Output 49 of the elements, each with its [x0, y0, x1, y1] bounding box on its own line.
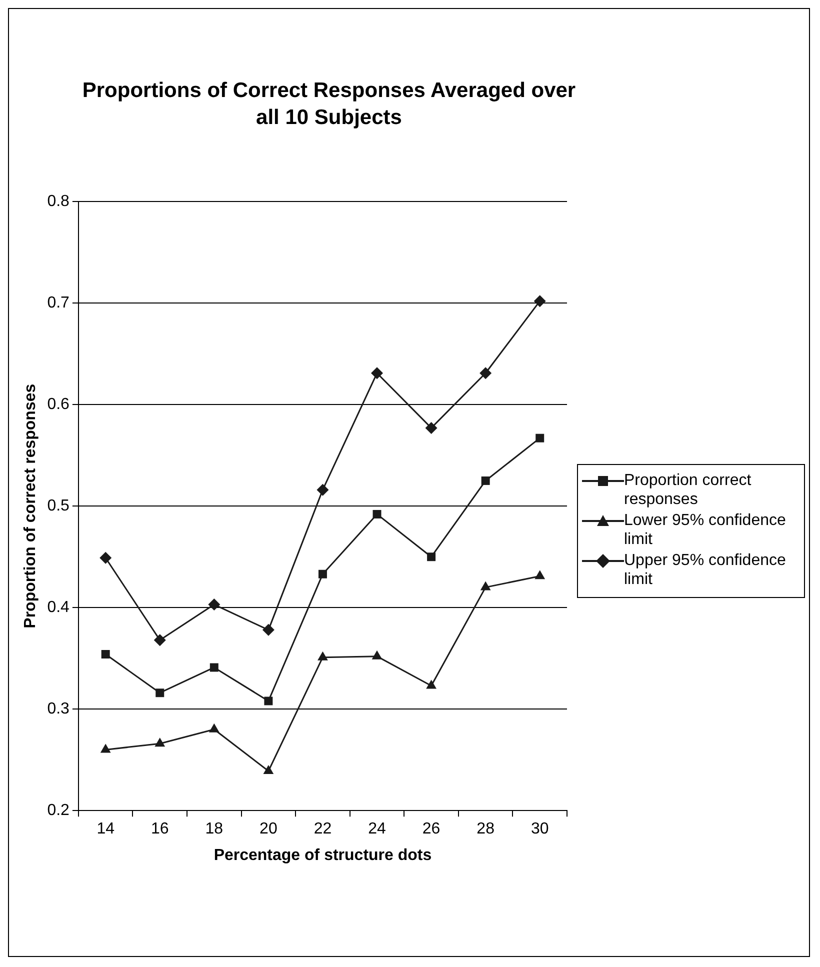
- point: [372, 510, 382, 518]
- x-tick-label: 26: [422, 820, 440, 838]
- point: [100, 552, 112, 564]
- point: [426, 680, 436, 689]
- point: [536, 434, 544, 442]
- x-axis-title: Percentage of structure dots: [214, 846, 432, 864]
- x-tick-label: 30: [530, 820, 549, 838]
- point: [372, 650, 382, 660]
- y-tick-label: 0.5: [47, 498, 70, 515]
- point: [316, 484, 329, 496]
- chart-title: Proportions of Correct Responses Averaged over all 10 Subjects: [81, 78, 577, 131]
- point: [264, 696, 273, 706]
- point: [100, 744, 111, 753]
- x-tick-label: 18: [205, 820, 224, 838]
- point: [480, 367, 492, 380]
- x-tick-label: 28: [476, 820, 495, 838]
- point: [534, 295, 546, 308]
- legend-label: Upper 95% confidence limit: [624, 551, 787, 589]
- x-tick-label: 24: [368, 820, 386, 838]
- point: [425, 422, 438, 434]
- point: [210, 663, 218, 672]
- point: [262, 624, 274, 636]
- point: [318, 570, 327, 578]
- point: [427, 552, 436, 562]
- y-tick-label: 0.7: [47, 294, 70, 312]
- point: [371, 367, 384, 380]
- point: [481, 476, 490, 485]
- x-tick-label: 20: [260, 820, 278, 838]
- y-tick-label: 0.4: [47, 599, 70, 616]
- point: [101, 650, 110, 659]
- y-axis-title: Proportion of correct responses: [22, 384, 40, 628]
- y-tick-label: 0.8: [47, 193, 70, 210]
- legend-label: Proportion correct responses: [624, 471, 752, 509]
- point: [263, 765, 274, 774]
- point: [480, 581, 491, 590]
- point: [154, 738, 166, 747]
- point: [318, 651, 328, 660]
- x-tick-label: 14: [96, 820, 115, 838]
- x-tick-label: 22: [314, 820, 332, 838]
- y-tick-label: 0.3: [47, 700, 70, 718]
- point: [154, 634, 166, 646]
- x-tick-label: 16: [150, 820, 169, 838]
- y-tick-label: 0.2: [47, 802, 70, 820]
- point: [208, 723, 220, 732]
- point: [156, 688, 164, 698]
- point: [534, 570, 546, 580]
- point: [208, 598, 220, 611]
- legend-label: Lower 95% confidence limit: [624, 511, 787, 549]
- y-tick-label: 0.6: [47, 396, 70, 414]
